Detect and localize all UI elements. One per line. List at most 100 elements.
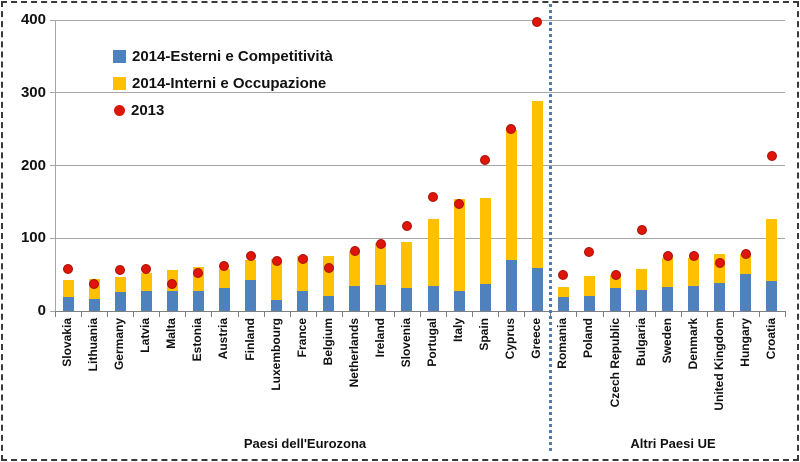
x-axis-tick <box>211 312 213 317</box>
x-axis-tick <box>159 312 161 317</box>
x-axis-tick <box>367 312 369 317</box>
x-label-Denmark: Denmark <box>685 318 700 370</box>
bar-interni-Italy <box>453 198 465 292</box>
point-2013-Bulgaria <box>636 224 647 235</box>
bar-esterni-Italy <box>453 291 465 311</box>
bar-interni-Cyprus <box>505 129 517 261</box>
point-2013-Spain <box>480 154 491 165</box>
x-axis-tick <box>602 312 604 317</box>
point-2013-Romania <box>558 269 569 280</box>
bar-esterni-Malta <box>166 290 178 311</box>
y-axis-label-300: 300 <box>20 83 46 101</box>
bar-interni-Netherlands <box>349 250 361 287</box>
x-label-Malta: Malta <box>164 318 179 349</box>
gridline-300 <box>55 92 785 94</box>
bar-interni-Bulgaria <box>636 268 648 290</box>
x-axis-tick <box>315 312 317 317</box>
bar-interni-Slovakia <box>62 280 74 298</box>
bar-esterni-Latvia <box>140 291 152 311</box>
bar-interni-Finland <box>245 260 257 280</box>
bar-esterni-Cyprus <box>505 260 517 311</box>
bar-esterni-Austria <box>218 288 230 311</box>
bar-interni-France <box>297 255 309 292</box>
x-axis-tick <box>758 312 760 317</box>
x-label-Spain: Spain <box>477 318 492 351</box>
legend-label-2013: 2013 <box>131 102 165 119</box>
bar-esterni-Germany <box>114 292 126 311</box>
x-axis-tick <box>680 312 682 317</box>
point-2013-Portugal <box>428 191 439 202</box>
bar-interni-Hungary <box>740 254 752 274</box>
bar-esterni-Slovakia <box>62 297 74 311</box>
point-2013-United Kingdom <box>714 257 725 268</box>
x-label-Sweden: Sweden <box>659 318 674 364</box>
point-2013-Denmark <box>688 250 699 261</box>
bar-esterni-Bulgaria <box>636 289 648 311</box>
x-label-Austria: Austria <box>216 318 231 360</box>
point-2013-Netherlands <box>349 246 360 257</box>
x-label-Ireland: Ireland <box>372 318 387 358</box>
point-2013-Luxembourg <box>271 255 282 266</box>
x-axis-tick <box>237 312 239 317</box>
x-label-Romania: Romania <box>555 318 570 369</box>
bar-interni-Greece <box>531 100 543 269</box>
group-separator-line <box>548 4 552 452</box>
bar-esterni-Sweden <box>662 286 674 311</box>
x-axis-tick <box>654 312 656 317</box>
bar-interni-Estonia <box>192 266 204 291</box>
bar-interni-Latvia <box>140 273 152 292</box>
x-label-Finland: Finland <box>242 318 257 361</box>
legend-item-interni: 2014-Interni e Occupazione <box>113 70 333 97</box>
legend-swatch-esterni-icon <box>113 50 126 63</box>
x-axis-tick <box>706 312 708 317</box>
point-2013-Poland <box>584 247 595 258</box>
y-axis-label-200: 200 <box>20 156 46 174</box>
point-2013-Cyprus <box>506 124 517 135</box>
x-axis-tick <box>185 312 187 317</box>
bar-interni-Poland <box>583 276 595 296</box>
bar-esterni-Estonia <box>192 290 204 311</box>
bar-esterni-Greece <box>531 268 543 311</box>
x-axis-tick <box>341 312 343 317</box>
point-2013-Lithuania <box>89 279 100 290</box>
x-label-Poland: Poland <box>581 318 596 359</box>
point-2013-Malta <box>167 279 178 290</box>
x-label-Germany: Germany <box>112 318 127 371</box>
bar-esterni-France <box>297 291 309 311</box>
point-2013-Latvia <box>141 263 152 274</box>
legend-label-interni: 2014-Interni e Occupazione <box>132 75 327 92</box>
point-2013-Estonia <box>193 268 204 279</box>
x-axis-tick <box>628 312 630 317</box>
x-axis-tick <box>263 312 265 317</box>
point-2013-Ireland <box>375 239 386 250</box>
bar-esterni-Ireland <box>375 284 387 311</box>
x-axis-tick <box>55 312 56 317</box>
bar-esterni-Czech Republic <box>610 287 622 311</box>
group-label-eurozona: Paesi dell'Eurozona <box>243 436 367 451</box>
x-label-Netherlands: Netherlands <box>346 318 361 388</box>
bar-esterni-Hungary <box>740 273 752 311</box>
legend-swatch-interni-icon <box>113 77 126 90</box>
bar-interni-Ireland <box>375 242 387 285</box>
legend: 2014-Esterni e Competitività 2014-Intern… <box>113 43 333 124</box>
bar-esterni-Luxembourg <box>271 300 283 311</box>
x-label-United Kingdom: United Kingdom <box>711 318 726 411</box>
y-axis-tick-400 <box>50 19 55 21</box>
legend-item-2013: 2013 <box>113 97 333 124</box>
bar-esterni-Denmark <box>688 285 700 311</box>
bar-interni-Denmark <box>688 257 700 286</box>
y-axis-label-100: 100 <box>20 229 46 247</box>
point-2013-Croatia <box>766 151 777 162</box>
x-axis-tick <box>107 312 109 317</box>
x-axis-tick <box>785 312 786 317</box>
point-2013-Slovenia <box>401 220 412 231</box>
x-label-Portugal: Portugal <box>425 318 440 367</box>
x-label-Cyprus: Cyprus <box>503 318 518 360</box>
x-label-Luxembourg: Luxembourg <box>268 318 283 391</box>
y-axis-tick-300 <box>50 92 55 94</box>
x-axis-tick <box>81 312 83 317</box>
point-2013-Sweden <box>662 251 673 262</box>
x-axis-tick <box>289 312 291 317</box>
